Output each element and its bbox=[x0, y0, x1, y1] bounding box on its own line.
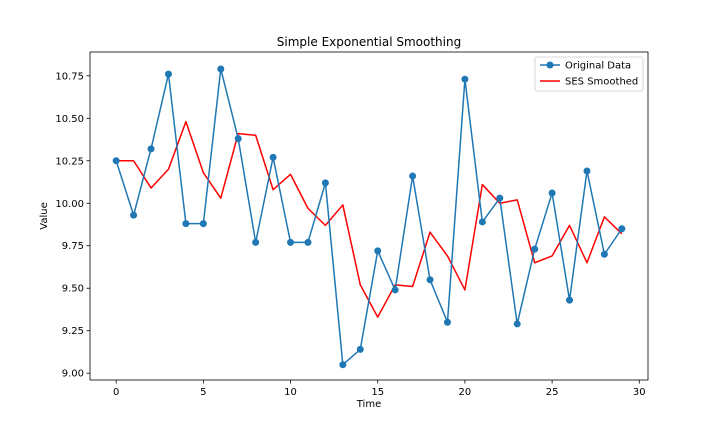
original-data-point bbox=[217, 65, 225, 73]
x-tick-label: 0 bbox=[113, 387, 119, 398]
x-tick-label: 30 bbox=[633, 387, 646, 398]
original-data-point bbox=[409, 172, 417, 180]
original-data-point bbox=[321, 179, 329, 187]
x-tick-label: 15 bbox=[371, 387, 384, 398]
legend-original-label: Original Data bbox=[565, 61, 631, 72]
x-tick-label: 20 bbox=[459, 387, 472, 398]
x-tick-label: 10 bbox=[284, 387, 297, 398]
x-axis-ticks: 0 5 10 15 20 25 30 bbox=[113, 380, 646, 398]
original-data-point bbox=[513, 320, 521, 328]
y-tick-label: 10.25 bbox=[55, 156, 84, 167]
original-data-point bbox=[234, 135, 242, 143]
original-data-point bbox=[147, 145, 155, 153]
plot-frame bbox=[89, 51, 649, 381]
y-tick-label: 10.50 bbox=[55, 114, 84, 125]
x-tick-label: 5 bbox=[200, 387, 206, 398]
original-data-point bbox=[531, 245, 539, 253]
y-tick-label: 9.25 bbox=[62, 326, 84, 337]
y-tick-label: 9.50 bbox=[62, 284, 84, 295]
y-tick-label: 9.75 bbox=[62, 241, 84, 252]
original-data-series bbox=[112, 65, 626, 369]
original-data-point bbox=[112, 157, 120, 165]
original-data-point bbox=[548, 189, 556, 197]
original-data-point bbox=[600, 250, 608, 258]
original-data-point bbox=[618, 225, 626, 233]
original-data-point bbox=[339, 361, 347, 369]
y-tick-label: 10.75 bbox=[55, 71, 84, 82]
original-data-point bbox=[130, 211, 138, 219]
original-data-point bbox=[478, 218, 486, 226]
y-axis-ticks: 9.00 9.25 9.50 9.75 10.00 10.25 10.50 10.75 bbox=[55, 71, 90, 380]
plot-area bbox=[90, 52, 648, 380]
original-data-point bbox=[391, 286, 399, 294]
original-data-point bbox=[374, 247, 382, 255]
y-axis-label: Value bbox=[39, 202, 50, 229]
original-data-point bbox=[443, 318, 451, 326]
legend-original-marker bbox=[546, 61, 554, 69]
original-data-point bbox=[269, 153, 277, 161]
y-tick-label: 9.00 bbox=[62, 369, 84, 380]
chart-title: Simple Exponential Smoothing bbox=[277, 35, 461, 49]
original-data-point bbox=[304, 238, 312, 246]
original-data-point bbox=[356, 345, 364, 353]
original-data-point bbox=[461, 75, 469, 83]
legend-box bbox=[534, 56, 644, 92]
original-data-point bbox=[164, 70, 172, 78]
original-data-point bbox=[252, 238, 260, 246]
original-data-point bbox=[287, 238, 295, 246]
original-data-point bbox=[199, 220, 207, 228]
x-axis-label: Time bbox=[356, 399, 381, 410]
y-tick-label: 10.00 bbox=[55, 199, 84, 210]
legend-smoothed-label: SES Smoothed bbox=[565, 77, 638, 88]
x-tick-label: 25 bbox=[546, 387, 559, 398]
original-data-point bbox=[583, 167, 591, 175]
legend: Original Data SES Smoothed bbox=[534, 56, 644, 92]
original-data-point bbox=[566, 296, 574, 304]
original-data-point bbox=[182, 220, 190, 228]
original-data-point bbox=[496, 194, 504, 202]
original-data-point bbox=[426, 276, 434, 284]
